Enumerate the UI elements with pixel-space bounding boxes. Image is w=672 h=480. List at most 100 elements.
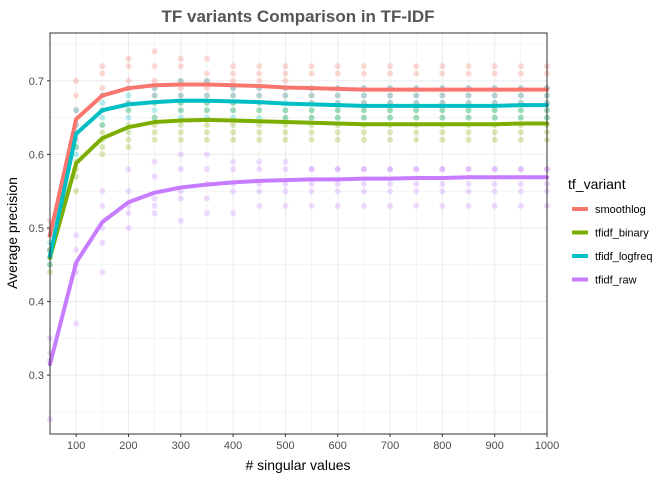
data-point [387,92,394,99]
data-point [99,202,106,209]
data-point [308,92,315,99]
data-point [125,92,132,99]
data-point [125,188,132,195]
data-point [334,92,341,99]
data-point [125,107,132,114]
data-point [308,180,315,187]
data-point [308,202,315,209]
data-point [125,166,132,173]
plot-border [49,32,548,435]
data-point [230,188,237,195]
data-point [491,188,498,195]
data-point [203,166,210,173]
data-point [334,166,341,173]
data-point [99,151,106,158]
data-point [203,129,210,136]
data-point [334,202,341,209]
data-point [334,70,341,77]
data-point [73,320,80,327]
data-point [203,136,210,143]
data-point [203,195,210,202]
data-point [99,121,106,128]
data-point [360,92,367,99]
data-point [387,107,394,114]
data-point [177,217,184,224]
data-point [413,129,420,136]
data-point [282,70,289,77]
data-point [439,63,446,70]
legend-label: tfidf_binary [595,228,649,240]
data-point [308,107,315,114]
data-point [203,210,210,217]
data-point [439,129,446,136]
data-point [230,107,237,114]
data-point [125,77,132,84]
data-point [99,63,106,70]
data-point [282,107,289,114]
data-point [439,188,446,195]
data-point [439,166,446,173]
data-point [360,114,367,121]
data-point [256,166,263,173]
data-point [256,202,263,209]
data-point [151,158,158,165]
data-point [230,92,237,99]
data-point [491,166,498,173]
data-point [387,166,394,173]
series-line-smoothlog [48,82,549,238]
data-point [256,136,263,143]
y-tick-label: 0.5 [29,223,44,235]
data-point [465,129,472,136]
data-point [177,55,184,62]
data-point [99,188,106,195]
data-point [151,210,158,217]
data-point [439,114,446,121]
data-point [360,107,367,114]
series-line-tfidf_logfreq [48,98,549,258]
data-point [308,166,315,173]
data-point [517,107,524,114]
data-point [413,166,420,173]
data-point [99,129,106,136]
data-point [282,166,289,173]
data-point [413,180,420,187]
x-tick-label: 700 [381,440,399,452]
data-point [334,166,341,173]
data-point [282,92,289,99]
data-point [230,63,237,70]
data-point [334,136,341,143]
data-point [491,107,498,114]
data-point [230,129,237,136]
data-point [256,107,263,114]
data-point [230,166,237,173]
data-point [256,114,263,121]
data-point [151,129,158,136]
data-point [282,92,289,99]
data-point [439,136,446,143]
data-point [360,92,367,99]
data-point [439,114,446,121]
data-point [465,114,472,121]
data-point [151,173,158,180]
data-point [73,188,80,195]
data-point [308,70,315,77]
data-point [360,166,367,173]
data-point [465,180,472,187]
data-point [334,107,341,114]
data-point [517,63,524,70]
data-point [439,202,446,209]
data-point [439,166,446,173]
data-point [360,70,367,77]
data-point [177,151,184,158]
data-point [177,92,184,99]
data-point [203,107,210,114]
data-point [177,129,184,136]
data-point [203,121,210,128]
data-point [177,107,184,114]
data-point [517,107,524,114]
legend: tf_variant smoothlog tfidf_binary tfidf_lo… [568,176,652,287]
y-axis-label: Average precision [4,177,20,289]
series-line-tfidf_binary [48,117,549,260]
data-point [151,114,158,121]
data-point [413,166,420,173]
